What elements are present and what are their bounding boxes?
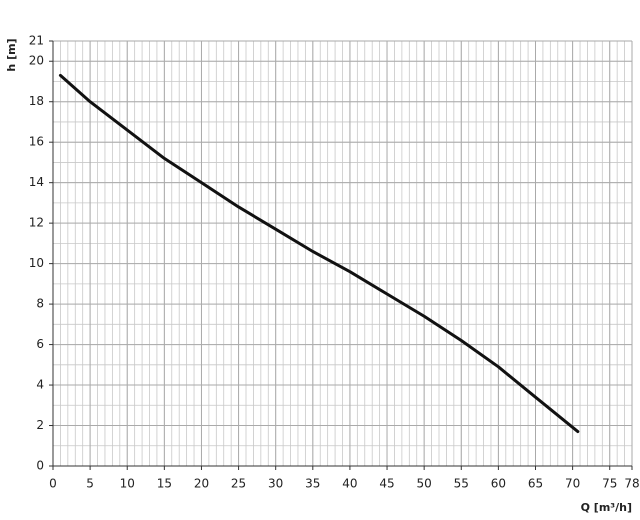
x-tick-label: 45 <box>379 477 394 491</box>
x-tick-label: 20 <box>194 477 209 491</box>
x-tick-label: 0 <box>49 477 57 491</box>
y-tick-label: 12 <box>29 216 44 230</box>
x-tick-label: 65 <box>528 477 543 491</box>
x-tick-label: 70 <box>565 477 580 491</box>
y-tick-label: 8 <box>36 297 44 311</box>
x-tick-label: 10 <box>120 477 135 491</box>
y-tick-label: 6 <box>36 337 44 351</box>
y-tick-label: 18 <box>29 94 44 108</box>
x-tick-label: 30 <box>268 477 283 491</box>
y-tick-label: 14 <box>29 175 44 189</box>
y-tick-label: 10 <box>29 256 44 270</box>
y-tick-label: 0 <box>36 459 44 473</box>
y-tick-label: 20 <box>29 54 44 68</box>
x-tick-label: 50 <box>417 477 432 491</box>
x-tick-label: 60 <box>491 477 506 491</box>
x-tick-label: 40 <box>342 477 357 491</box>
x-tick-label: 15 <box>157 477 172 491</box>
pump-curve <box>58 73 580 434</box>
x-axis-label: Q [m³/h] <box>581 501 632 514</box>
y-tick-label: 2 <box>36 418 44 432</box>
y-tick-label: 21 <box>29 34 44 48</box>
x-tick-label: 75 <box>602 477 617 491</box>
x-tick-label: 5 <box>86 477 94 491</box>
x-tick-label: 55 <box>454 477 469 491</box>
y-axis-label: h [m] <box>5 38 18 71</box>
x-tick-label: 35 <box>305 477 320 491</box>
x-tick-label: 25 <box>231 477 246 491</box>
x-tick-label: 78 <box>624 477 639 491</box>
y-tick-label: 16 <box>29 135 44 149</box>
y-tick-label: 4 <box>36 378 44 392</box>
